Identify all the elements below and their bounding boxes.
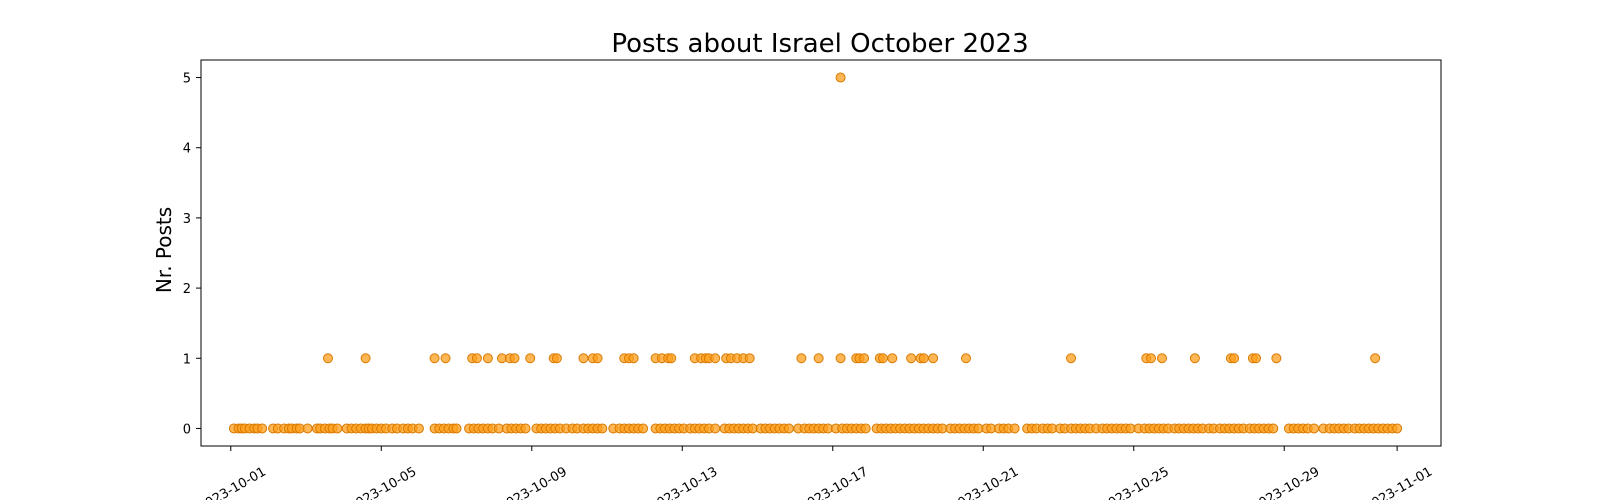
data-point [1229,353,1240,364]
data-point [906,353,917,364]
data-point [525,353,536,364]
data-point [509,353,520,364]
x-tick-label: 2023-10-09 [497,464,570,500]
data-point [1309,423,1320,434]
data-point [666,353,677,364]
data-point [471,353,482,364]
data-point [1251,353,1262,364]
data-point [360,353,371,364]
data-point [413,423,424,434]
data-point [1066,353,1077,364]
data-point [520,423,531,434]
chart-title: Posts about Israel October 2023 [611,29,1028,59]
x-tick-label: 2023-10-29 [1249,464,1322,500]
data-point [783,423,794,434]
data-point [429,353,440,364]
data-point [322,353,333,364]
y-tick-label: 0 [183,422,191,437]
data-point [859,353,870,364]
x-tick-label: 2023-10-21 [948,464,1021,500]
data-point [835,353,846,364]
data-point [710,423,721,434]
data-point [257,423,268,434]
y-tick-label: 4 [183,142,191,157]
data-point [638,423,649,434]
data-point [628,353,639,364]
y-tick-label: 5 [183,72,191,87]
data-point [813,353,824,364]
x-tick-label: 2023-10-25 [1099,464,1172,500]
data-point [1271,353,1282,364]
data-point [1392,423,1403,434]
data-point [796,353,807,364]
data-point [578,353,589,364]
x-tick-label: 2023-11-01 [1362,464,1435,500]
data-point [1009,423,1020,434]
data-point [887,353,898,364]
data-point [928,353,939,364]
x-tick-label: 2023-10-05 [346,464,419,500]
x-tick-label: 2023-10-01 [196,464,269,500]
x-axis-ticks: 2023-10-01 2023-10-05 2023-10-09 2023-10-13… [196,446,1435,500]
data-point [332,423,343,434]
y-tick-label: 3 [183,212,191,227]
data-point [1145,353,1156,364]
x-tick-label: 2023-10-13 [647,464,720,500]
data-point [1370,353,1381,364]
data-point [551,353,562,364]
data-point [482,353,493,364]
data-point [1156,353,1167,364]
data-point [860,423,871,434]
data-point [877,353,888,364]
plot-area-frame [200,59,1442,447]
data-point [961,353,972,364]
data-point [710,353,721,364]
data-point [1268,423,1279,434]
data-point [302,423,313,434]
data-point [835,72,846,83]
y-axis-label: Nr. Posts [152,207,176,293]
data-point [451,423,462,434]
y-tick-label: 2 [183,282,191,297]
data-point [1189,353,1200,364]
y-axis-ticks: 0 1 2 3 4 5 [183,72,201,437]
data-points [228,72,1403,434]
data-point [440,353,451,364]
data-point [918,353,929,364]
data-point [592,353,603,364]
data-point [597,423,608,434]
data-point [744,353,755,364]
x-tick-label: 2023-10-17 [798,464,871,500]
y-tick-label: 1 [183,352,191,367]
